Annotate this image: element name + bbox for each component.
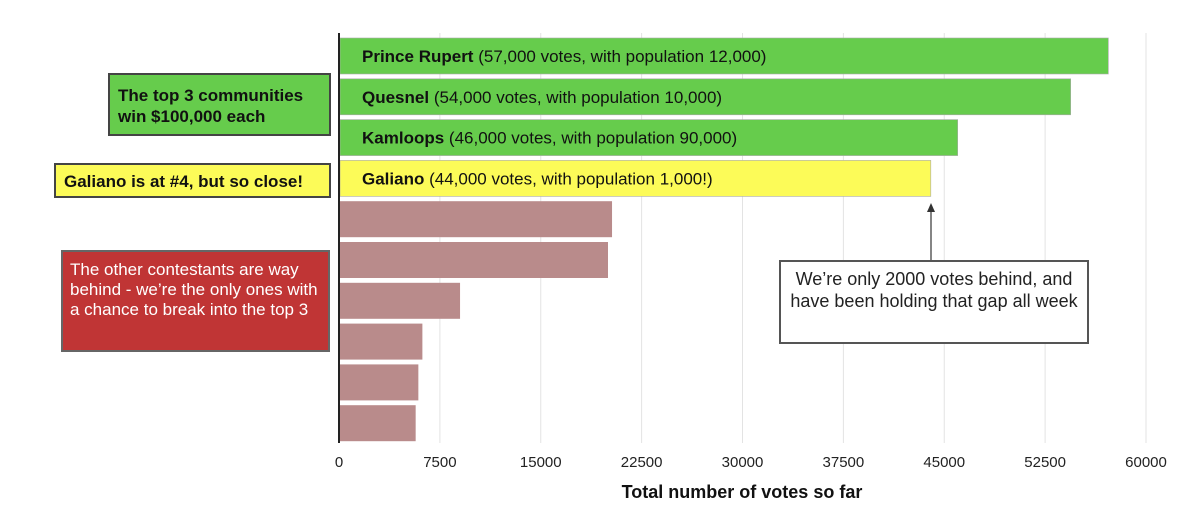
x-tick-label: 7500 bbox=[423, 454, 456, 471]
bar-labels: Prince Rupert (57,000 votes, with popula… bbox=[362, 47, 766, 188]
x-tick-label: 0 bbox=[335, 454, 343, 471]
bar-kamloops bbox=[339, 119, 959, 156]
annotation-pointer-arrowhead bbox=[927, 203, 935, 212]
bar-label-details: (54,000 votes, with population 10,000) bbox=[434, 88, 722, 107]
bar-galiano bbox=[339, 160, 932, 197]
bar-label-details: (57,000 votes, with population 12,000) bbox=[478, 47, 766, 66]
x-tick-label: 52500 bbox=[1024, 454, 1066, 471]
bar-quesnel bbox=[339, 78, 1071, 116]
others-callout: The other contestants are way behind - w… bbox=[61, 250, 330, 352]
galiano-callout: Galiano is at #4, but so close! bbox=[54, 163, 331, 198]
x-axis-title: Total number of votes so far bbox=[622, 482, 863, 502]
bar-label: Prince Rupert (57,000 votes, with popula… bbox=[362, 47, 766, 66]
x-tick-label: 30000 bbox=[722, 454, 764, 471]
bar-label-name: Prince Rupert bbox=[362, 47, 474, 66]
bar-contestant-10 bbox=[340, 405, 416, 442]
bar-contestant-9 bbox=[340, 364, 419, 401]
x-tick-label: 15000 bbox=[520, 454, 562, 471]
top3-callout: The top 3 communities win $100,000 each bbox=[108, 73, 331, 136]
bar-label-name: Kamloops bbox=[362, 129, 444, 148]
bar-contestant-5 bbox=[340, 201, 613, 238]
bars bbox=[339, 37, 1109, 442]
x-tick-label: 60000 bbox=[1125, 454, 1167, 471]
bar-contestant-6 bbox=[340, 242, 608, 278]
bar-contestant-8 bbox=[340, 323, 423, 360]
bar-label-details: (44,000 votes, with population 1,000!) bbox=[429, 169, 713, 188]
vote-gap-callout: We’re only 2000 votes behind, and have b… bbox=[779, 260, 1089, 344]
x-axis-ticks: 0 7500 15000 22500 30000 37500 45000 52500 60000 bbox=[335, 454, 1167, 471]
bar-label: Kamloops (46,000 votes, with population … bbox=[362, 129, 737, 148]
bar-label: Quesnel (54,000 votes, with population 1… bbox=[362, 88, 722, 107]
bar-label-details: (46,000 votes, with population 90,000) bbox=[449, 129, 737, 148]
x-tick-label: 37500 bbox=[823, 454, 865, 471]
bar-label: Galiano (44,000 votes, with population 1… bbox=[362, 169, 713, 188]
x-tick-label: 45000 bbox=[923, 454, 965, 471]
bar-label-name: Quesnel bbox=[362, 88, 429, 107]
x-tick-label: 22500 bbox=[621, 454, 663, 471]
bar-label-name: Galiano bbox=[362, 169, 424, 188]
bar-contestant-7 bbox=[340, 282, 461, 319]
